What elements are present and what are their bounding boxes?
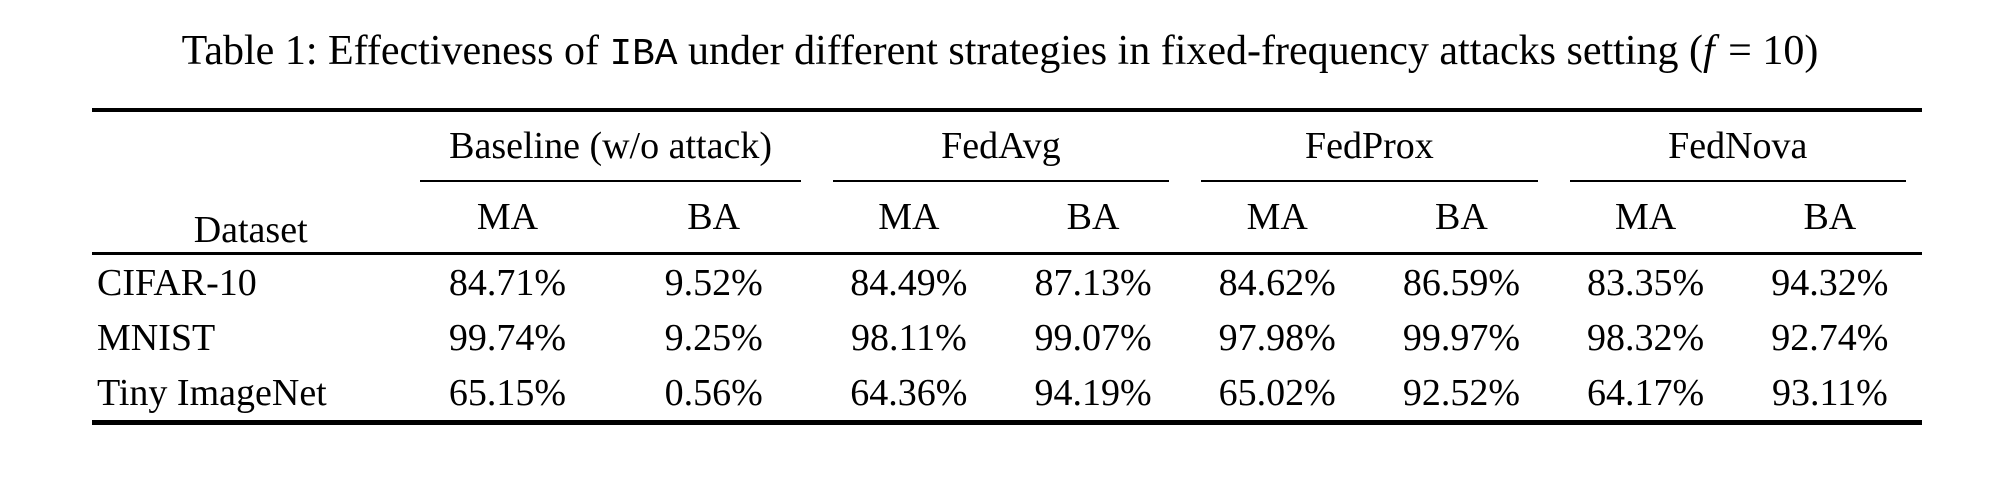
value-cell: 64.17%: [1587, 371, 1705, 414]
subheader-baseline-ma: MA: [404, 182, 611, 256]
column-header-dataset: Dataset: [92, 110, 405, 256]
value-cell: 94.19%: [1034, 371, 1152, 414]
caption-text-2: under different strategies in fixed-freq…: [677, 28, 1703, 74]
group-header-fedavg: FedAvg: [817, 110, 1185, 183]
caption-code-iba: IBA: [609, 34, 678, 76]
group-header-fedprox-label: FedProx: [1201, 124, 1538, 183]
table-row-tiny-imagenet: Tiny ImageNet 65.15% 0.56% 64.36% 94.19%…: [92, 365, 1922, 423]
subheader-row: MA BA MA BA MA BA MA BA: [92, 182, 1922, 256]
dataset-label: CIFAR-10: [97, 261, 257, 304]
value-cell: 92.52%: [1402, 371, 1520, 414]
value-cell: 9.25%: [664, 316, 763, 359]
value-cell: 92.74%: [1771, 316, 1889, 359]
group-header-fedprox: FedProx: [1185, 110, 1553, 183]
value-cell: 65.15%: [448, 371, 567, 414]
subheader-fedprox-ma: MA: [1185, 182, 1370, 256]
group-header-baseline: Baseline (w/o attack): [404, 110, 816, 183]
group-header-fednova-label: FedNova: [1569, 124, 1906, 183]
value-cell: 94.32%: [1771, 261, 1889, 304]
subheader-fednova-ba: BA: [1737, 182, 1922, 256]
table-row-mnist: MNIST 99.74% 9.25% 98.11% 99.07% 97.98% …: [92, 310, 1922, 365]
group-header-fedavg-label: FedAvg: [832, 124, 1170, 183]
value-cell: 87.13%: [1034, 261, 1152, 304]
value-cell: 97.98%: [1218, 316, 1336, 359]
value-cell: 84.49%: [850, 261, 968, 304]
results-table: Dataset Baseline (w/o attack) FedAvg Fed…: [92, 108, 1922, 426]
caption-text-1: Table 1: Effectiveness of: [181, 28, 610, 74]
dataset-label: Tiny ImageNet: [97, 371, 327, 414]
subheader-fedprox-ba: BA: [1369, 182, 1554, 256]
caption-math-f: f: [1702, 28, 1715, 74]
value-cell: 93.11%: [1771, 371, 1888, 414]
value-cell: 86.59%: [1402, 261, 1520, 304]
value-cell: 99.74%: [448, 316, 567, 359]
value-cell: 99.97%: [1402, 316, 1520, 359]
value-cell: 83.35%: [1587, 261, 1705, 304]
value-cell: 84.62%: [1218, 261, 1336, 304]
value-cell: 9.52%: [664, 261, 763, 304]
value-cell: 0.56%: [664, 371, 763, 414]
value-cell: 98.32%: [1587, 316, 1705, 359]
subheader-fedavg-ba: BA: [1000, 182, 1186, 256]
value-cell: 84.71%: [448, 261, 567, 304]
value-cell: 64.36%: [850, 371, 968, 414]
value-cell: 99.07%: [1034, 316, 1152, 359]
value-cell: 65.02%: [1218, 371, 1336, 414]
subheader-fedavg-ma: MA: [816, 182, 1001, 256]
table-row-cifar10: CIFAR-10 84.71% 9.52% 84.49% 87.13% 84.6…: [92, 254, 1922, 311]
table-caption: Table 1: Effectiveness of IBA under diff…: [0, 0, 2000, 78]
group-header-row: Dataset Baseline (w/o attack) FedAvg Fed…: [92, 110, 1922, 256]
group-header-baseline-label: Baseline (w/o attack): [420, 124, 801, 183]
group-header-fednova: FedNova: [1554, 110, 1922, 183]
value-cell: 98.11%: [850, 316, 967, 359]
caption-text-3: = 10): [1717, 28, 1819, 74]
subheader-fednova-ma: MA: [1553, 182, 1738, 256]
subheader-baseline-ba: BA: [610, 182, 817, 256]
dataset-label: MNIST: [97, 316, 216, 359]
